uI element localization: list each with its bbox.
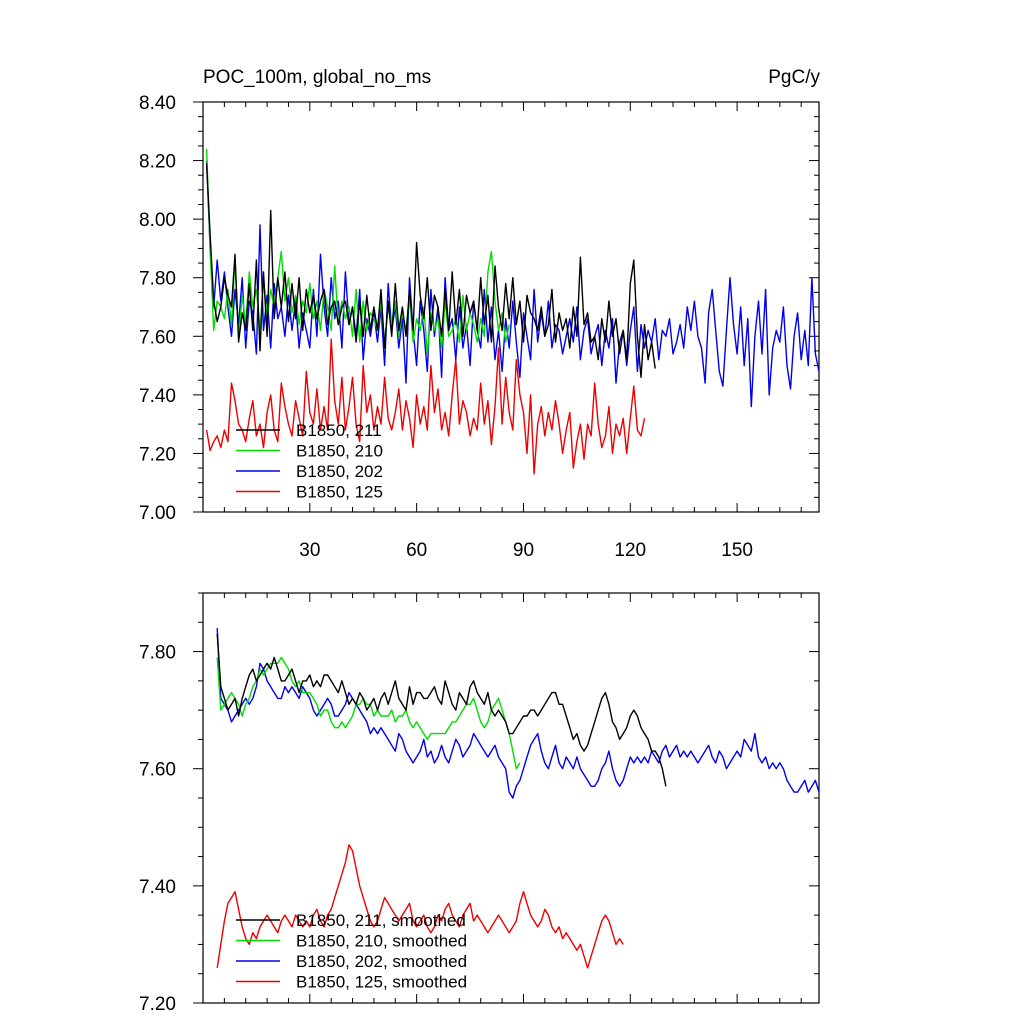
series-line	[205, 163, 656, 378]
series-line	[216, 656, 521, 770]
legend-label: B1850, 202, smoothed	[296, 952, 467, 971]
series-line	[205, 160, 819, 408]
y-tick-label: 7.40	[139, 386, 176, 407]
series-line	[216, 628, 819, 799]
series-line	[205, 338, 646, 475]
x-tick-label: 150	[721, 540, 753, 561]
y-tick-label: 7.40	[139, 877, 176, 898]
y-tick-label: 7.20	[139, 994, 176, 1015]
y-tick-label: 7.80	[139, 643, 176, 664]
series-line	[216, 633, 667, 787]
series-line	[216, 844, 624, 969]
x-tick-label: 90	[513, 540, 534, 561]
y-tick-label: 7.60	[139, 327, 176, 348]
x-tick-label: 120	[614, 540, 646, 561]
y-tick-label: 7.80	[139, 269, 176, 290]
y-tick-label: 8.40	[139, 93, 176, 114]
x-tick-label: 30	[299, 540, 320, 561]
legend-label: B1850, 125, smoothed	[296, 973, 467, 992]
y-tick-label: 7.00	[139, 503, 176, 524]
bottom-panel: 7.20 7.40 7.60 7.80 B1850, 211, smoothed B185…	[139, 592, 820, 1015]
y-tick-label: 7.20	[139, 444, 176, 465]
series-group	[205, 148, 819, 475]
legend-label: B1850, 210	[296, 442, 383, 461]
top-panel: 30 60 90 120 150 7.00 7.20 7.40 7.60 7.80 8.00 8.20…	[139, 93, 820, 561]
legend-label: B1850, 125	[296, 483, 383, 502]
units-label: PgC/y	[768, 67, 820, 88]
y-tick-label: 8.00	[139, 210, 176, 231]
chart-title: POC_100m, global_no_ms	[203, 67, 431, 88]
legend-label: B1850, 211, smoothed	[296, 911, 466, 930]
y-tick-label: 7.60	[139, 760, 176, 781]
y-tick-label: 8.20	[139, 152, 176, 173]
legend-label: B1850, 210, smoothed	[296, 932, 467, 951]
legend-label: B1850, 202	[296, 462, 383, 481]
x-tick-label: 60	[406, 540, 427, 561]
legend-label: B1850, 211	[296, 421, 382, 440]
series-group	[216, 628, 819, 969]
